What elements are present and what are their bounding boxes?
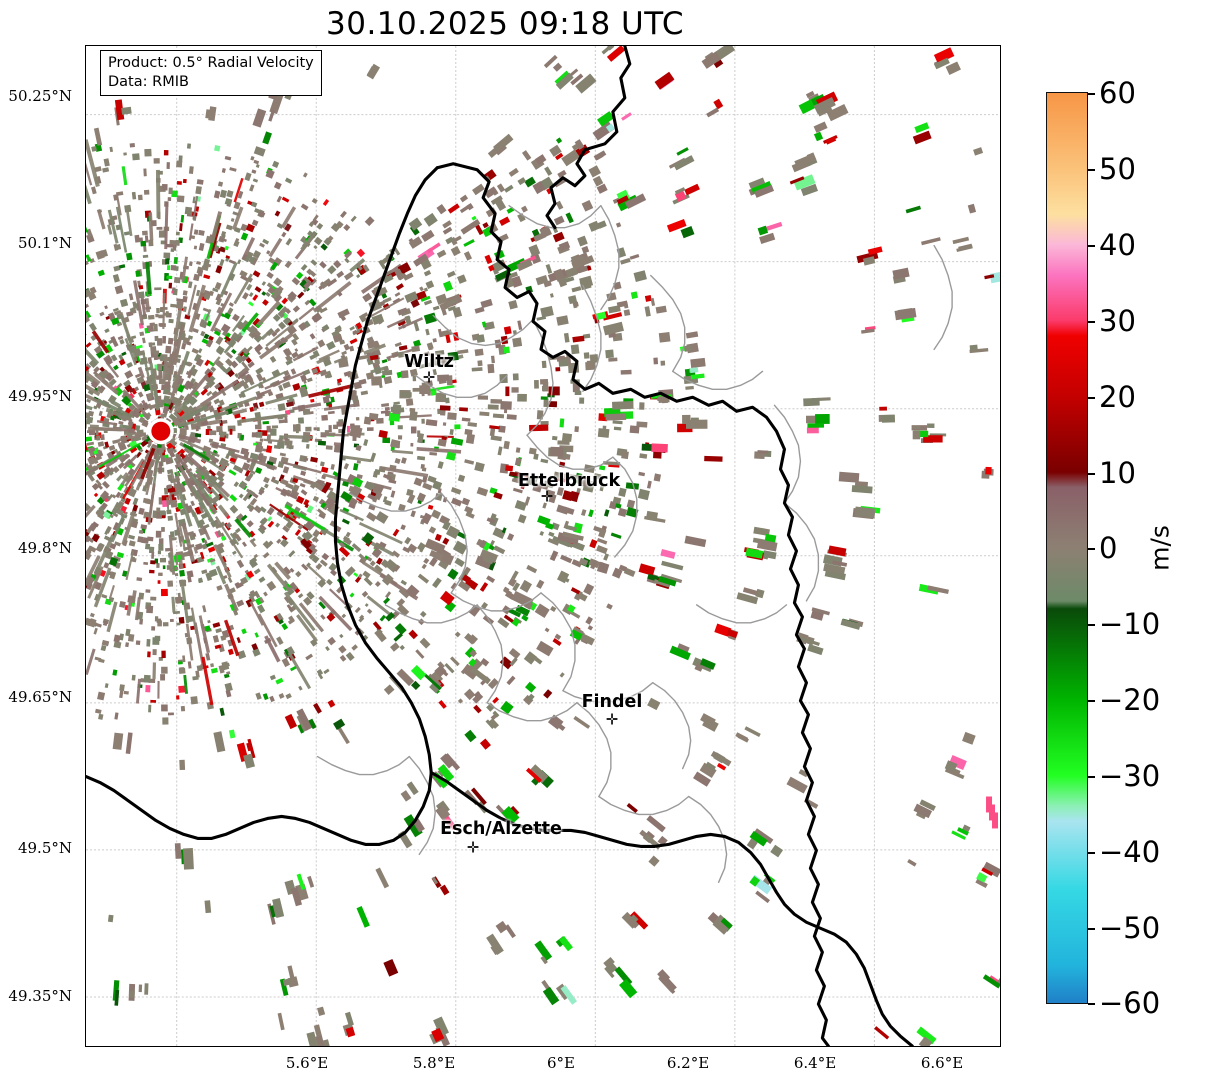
city-marker-esch-alzette: ✛ xyxy=(466,838,480,857)
canton-path-17 xyxy=(316,755,410,776)
city-label-findel: Findel xyxy=(581,692,643,712)
colorbar-tickmark-2 xyxy=(1088,245,1095,247)
page-title: 30.10.2025 09:18 UTC xyxy=(326,6,684,42)
city-marker-ettelbruck: ✛ xyxy=(540,487,554,506)
y-tick-label-4: 49.65°N xyxy=(8,688,72,706)
info-data-line: Data: RMIB xyxy=(108,73,189,90)
radar-echo-layer xyxy=(86,46,1000,1046)
colorbar-gradient xyxy=(1047,93,1087,1003)
colorbar-tick-label-12: −60 xyxy=(1099,986,1161,1020)
colorbar-tick-label-3: 30 xyxy=(1099,304,1136,338)
y-tick-label-3: 49.8°N xyxy=(17,539,72,557)
colorbar-tick-label-0: 60 xyxy=(1099,76,1136,110)
colorbar-tick-label-9: −30 xyxy=(1099,759,1161,793)
colorbar-tick-label-1: 50 xyxy=(1099,152,1136,186)
canton-path-18 xyxy=(408,755,436,856)
ground-clutter-echoes xyxy=(86,142,461,725)
border-path-1 xyxy=(435,162,830,1046)
canton-path-26 xyxy=(695,604,788,624)
y-tick-label-2: 49.95°N xyxy=(8,387,72,405)
y-tick-label-6: 49.35°N xyxy=(8,987,72,1005)
colorbar-tick-label-11: −50 xyxy=(1099,911,1161,945)
canton-path-20 xyxy=(650,274,686,373)
canton-path-14 xyxy=(576,701,612,798)
canton-path-24 xyxy=(783,502,820,602)
border-path-2 xyxy=(86,166,439,846)
colorbar-tick-label-7: −10 xyxy=(1099,607,1161,641)
city-marker-wiltz: ✛ xyxy=(422,368,436,387)
radar-map-canvas xyxy=(86,46,1000,1046)
info-product-line: Product: 0.5° Radial Velocity xyxy=(108,55,314,71)
canton-path-22 xyxy=(508,204,602,229)
scattered-echoes xyxy=(93,46,1000,1046)
colorbar-tickmark-4 xyxy=(1088,397,1095,399)
colorbar-tickmark-9 xyxy=(1088,776,1095,778)
x-tick-label-1: 5.8°E xyxy=(412,1054,456,1072)
colorbar-tick-label-10: −40 xyxy=(1099,835,1161,869)
y-tick-label-5: 49.5°N xyxy=(17,839,72,857)
canton-path-5 xyxy=(348,492,442,512)
radial-spoke-echoes xyxy=(86,139,464,706)
colorbar-tickmark-10 xyxy=(1088,852,1095,854)
colorbar-tickmark-7 xyxy=(1088,624,1095,626)
y-tick-label-0: 50.25°N xyxy=(8,87,72,105)
x-tick-label-3: 6.2°E xyxy=(666,1054,710,1072)
colorbar-tick-label-6: 0 xyxy=(1099,531,1118,565)
canton-path-4 xyxy=(414,374,508,398)
city-label-ettelbruck: Ettelbruck xyxy=(517,471,621,491)
border-path-3 xyxy=(429,771,914,1046)
colorbar-tickmark-5 xyxy=(1088,473,1095,475)
canton-path-15 xyxy=(598,795,690,816)
y-axis-labels: 50.25°N 50.1°N 49.95°N 49.8°N 49.65°N 49.5°N 4… xyxy=(0,0,78,1081)
x-tick-label-4: 6.4°E xyxy=(793,1054,837,1072)
x-tick-label-2: 6°E xyxy=(547,1054,575,1072)
city-label-esch-alzette: Esch/Alzette xyxy=(440,819,562,839)
canton-path-11 xyxy=(384,604,478,624)
canton-path-13 xyxy=(486,701,578,722)
canton-boundaries xyxy=(316,204,953,884)
info-box: Product: 0.5° Radial Velocity Data: RMIB xyxy=(100,50,322,97)
national-borders xyxy=(86,46,914,1046)
canton-path-10 xyxy=(652,682,692,770)
border-path-0 xyxy=(545,46,632,230)
canton-path-12 xyxy=(476,604,504,704)
colorbar-tickmark-6 xyxy=(1088,548,1095,550)
colorbar-tickmark-3 xyxy=(1088,321,1095,323)
colorbar-tickmark-12 xyxy=(1088,1003,1095,1005)
east-edge-echoes xyxy=(986,796,999,829)
canton-path-25 xyxy=(582,284,602,393)
colorbar-tickmark-1 xyxy=(1088,169,1095,171)
canton-path-16 xyxy=(687,795,728,884)
y-tick-label-1: 50.1°N xyxy=(17,234,72,252)
colorbar-tick-label-2: 40 xyxy=(1099,228,1136,262)
radar-map[interactable]: Product: 0.5° Radial Velocity Data: RMIB… xyxy=(85,45,1001,1047)
canton-path-21 xyxy=(672,370,764,391)
colorbar-tick-label-8: −20 xyxy=(1099,683,1161,717)
canton-path-2 xyxy=(526,434,614,470)
colorbar-tick-label-4: 20 xyxy=(1099,380,1136,414)
colorbar-unit-label: m/s xyxy=(1145,525,1175,571)
city-marker-findel: ✛ xyxy=(605,710,619,729)
city-label-wiltz: Wiltz xyxy=(404,352,454,372)
canton-path-0 xyxy=(432,314,534,347)
colorbar-tick-label-5: 10 xyxy=(1099,456,1136,490)
canton-path-19 xyxy=(773,404,802,504)
canton-path-8 xyxy=(540,592,576,692)
colorbar-tickmark-8 xyxy=(1088,700,1095,702)
x-tick-label-5: 6.6°E xyxy=(920,1054,964,1072)
colorbar-tickmark-11 xyxy=(1088,928,1095,930)
canton-path-27 xyxy=(933,244,953,351)
canton-path-6 xyxy=(440,492,468,594)
canton-path-7 xyxy=(450,592,542,612)
canton-path-3 xyxy=(612,456,638,558)
x-tick-label-0: 5.6°E xyxy=(285,1054,329,1072)
colorbar-tickmark-0 xyxy=(1088,93,1095,95)
colorbar xyxy=(1046,92,1088,1004)
radar-site-marker xyxy=(147,418,174,445)
canton-path-23 xyxy=(600,204,620,311)
canton-path-9 xyxy=(562,682,654,704)
